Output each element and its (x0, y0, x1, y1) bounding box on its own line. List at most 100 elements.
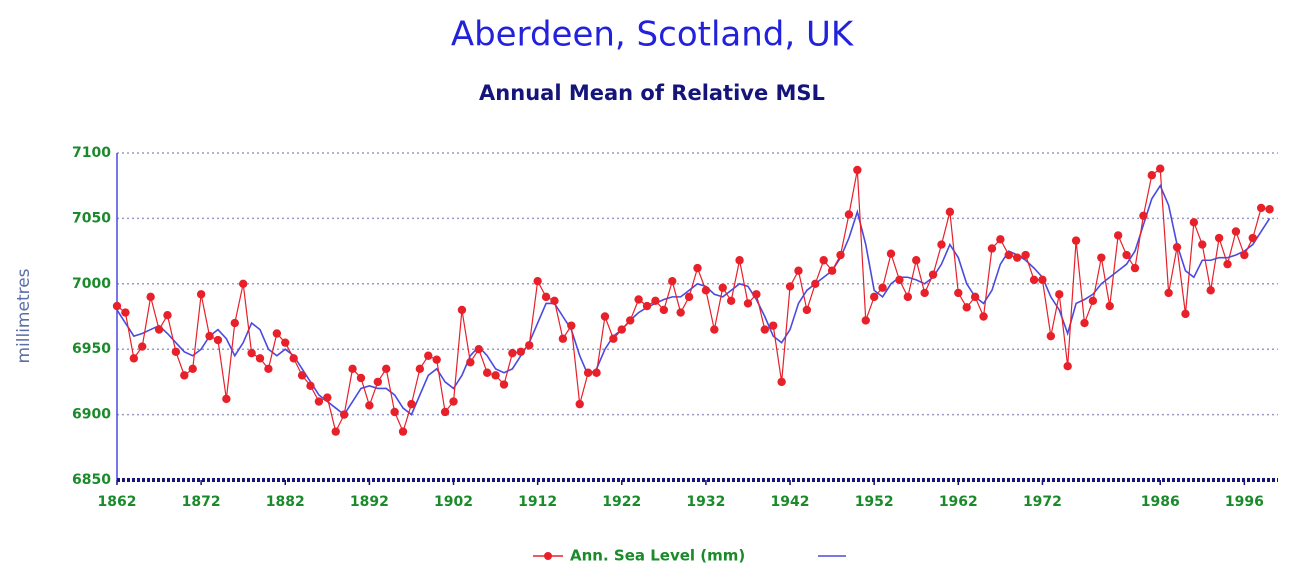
data-point (1063, 362, 1072, 371)
x-tick-label: 1932 (686, 494, 725, 510)
data-point (962, 303, 971, 312)
y-tick-label: 7000 (72, 276, 111, 292)
data-point (583, 368, 593, 377)
x-tick-label: 1862 (98, 494, 137, 510)
data-point (407, 399, 416, 409)
data-point (903, 292, 913, 302)
data-point (743, 299, 753, 308)
data-point (440, 407, 450, 417)
data-point (819, 256, 828, 265)
legend-label: Ann. Sea Level (mm) (570, 547, 745, 565)
data-point (138, 342, 147, 351)
data-point (760, 325, 770, 334)
data-point (171, 347, 181, 357)
data-point (255, 354, 265, 363)
data-point (188, 364, 197, 374)
data-point (1223, 259, 1232, 269)
data-point (508, 348, 517, 358)
data-point (718, 283, 727, 292)
x-tick-label: 1912 (518, 494, 557, 510)
smoothed-line (116, 184, 1271, 416)
data-point (827, 266, 837, 275)
data-point (928, 270, 938, 279)
x-tick-label: 1986 (1141, 494, 1180, 510)
data-point (1080, 318, 1089, 328)
y-tick-label: 6850 (72, 472, 111, 488)
data-point (1046, 331, 1056, 341)
data-point (954, 288, 963, 298)
data-point (1038, 275, 1047, 285)
data-point (937, 240, 946, 249)
y-tick-label: 6950 (72, 341, 111, 357)
x-tick-label: 1972 (1023, 494, 1062, 510)
data-point (1130, 263, 1140, 273)
data-point (1265, 205, 1274, 214)
data-point (836, 250, 845, 260)
data-point (777, 377, 786, 387)
data-point (213, 335, 223, 345)
data-point (625, 316, 635, 325)
data-point (1164, 288, 1173, 298)
data-point (154, 325, 164, 334)
data-point (373, 377, 383, 387)
data-point (979, 312, 988, 321)
data-point (785, 282, 795, 291)
data-point (1097, 253, 1106, 262)
data-point (600, 312, 610, 321)
data-point (1181, 309, 1190, 319)
data-point (424, 351, 433, 360)
data-point (449, 397, 458, 406)
data-point (1105, 301, 1114, 311)
data-point (129, 354, 139, 363)
data-point (970, 292, 980, 302)
data-point (752, 290, 761, 299)
data-point (676, 308, 685, 317)
data-point (895, 275, 904, 285)
data-point (541, 292, 551, 302)
data-point (1206, 286, 1215, 295)
data-point (457, 305, 467, 315)
data-point (289, 354, 298, 363)
data-point (112, 301, 122, 311)
data-point (987, 244, 997, 253)
x-tick-label: 1892 (350, 494, 389, 510)
x-tick-label: 1922 (602, 494, 641, 510)
data-point (802, 305, 812, 315)
data-point (769, 321, 778, 330)
chart-title: Aberdeen, Scotland, UK (451, 15, 855, 55)
data-point (550, 296, 559, 306)
data-point (1198, 240, 1207, 249)
data-point (945, 207, 955, 217)
data-point (533, 276, 542, 286)
data-point (1248, 233, 1257, 243)
data-point (1189, 218, 1199, 227)
data-point (323, 393, 332, 402)
data-point (844, 210, 854, 219)
data-point (1113, 231, 1123, 240)
data-point (331, 427, 340, 436)
data-point (432, 355, 441, 364)
data-point (726, 296, 736, 306)
data-point (659, 305, 669, 315)
data-point (297, 371, 307, 380)
data-point (1012, 253, 1022, 262)
data-point (592, 368, 601, 377)
x-tick-label: 1942 (771, 494, 810, 510)
data-point (651, 296, 660, 306)
x-tick-label: 1872 (182, 494, 221, 510)
x-tick-label: 1902 (434, 494, 473, 510)
data-point (415, 364, 425, 374)
data-point (1156, 164, 1165, 173)
data-point (466, 358, 475, 367)
data-point (398, 427, 408, 436)
data-point (1021, 250, 1030, 260)
data-point (1071, 236, 1081, 245)
data-point (499, 380, 509, 389)
data-point (869, 292, 879, 302)
data-point (684, 292, 694, 302)
data-point (558, 334, 568, 343)
data-point (996, 235, 1005, 244)
data-point (348, 364, 357, 374)
data-point (314, 397, 324, 406)
